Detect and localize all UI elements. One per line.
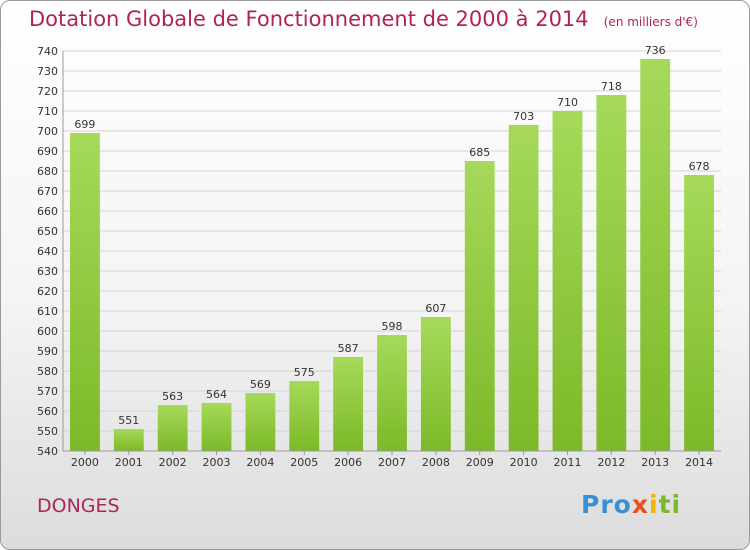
bar-2004 [245,393,276,451]
y-tick-label: 550 [37,425,58,438]
bar-2005 [289,381,320,451]
y-tick-label: 630 [37,265,58,278]
bar-2000 [70,133,100,451]
x-tick-label-2007: 2007 [378,456,406,469]
y-tick-label: 540 [37,445,58,458]
title-row: Dotation Globale de Fonctionnement de 20… [29,7,698,31]
bar-2007 [377,335,407,451]
y-tick-label: 730 [37,65,58,78]
y-tick-label: 570 [37,385,58,398]
bar-2012 [596,95,627,451]
value-label-2008: 607 [425,302,446,315]
y-tick-label: 580 [37,365,58,378]
value-label-2003: 564 [206,388,227,401]
bar-2008 [420,317,451,451]
chart-subtitle: (en milliers d'€) [603,15,698,29]
value-label-2005: 575 [294,366,315,379]
y-tick-label: 680 [37,165,58,178]
x-tick-label-2002: 2002 [159,456,187,469]
bars: 699 551 563 564 569 575 587 598 607 685 703 710 718 7… [70,44,714,451]
bar-2002 [157,405,188,451]
axes: 540 550 560 570 580 590 600 610 620 630 640 650 660 6… [37,45,721,469]
x-tick-label-2003: 2003 [203,456,231,469]
logo-letter: o [613,490,632,519]
value-label-2007: 598 [382,320,403,333]
y-tick-label: 620 [37,285,58,298]
x-tick-label-2000: 2000 [71,456,99,469]
y-tick-label: 640 [37,245,58,258]
value-label-2004: 569 [250,378,271,391]
y-tick-label: 720 [37,85,58,98]
bar-2003 [201,403,232,451]
bar-2010 [508,125,539,451]
logo-letter: i [671,490,682,519]
x-tick-label-2011: 2011 [553,456,581,469]
y-tick-label: 590 [37,345,58,358]
bar-2011 [552,111,583,451]
logo-letter: i [649,490,659,519]
logo-letter: r [600,490,614,519]
chart-title: Dotation Globale de Fonctionnement de 20… [29,7,589,31]
x-tick-label-2005: 2005 [290,456,318,469]
bar-2009 [464,161,495,451]
y-tick-label: 740 [37,45,58,58]
value-label-2012: 718 [601,80,622,93]
x-tick-label-2010: 2010 [510,456,538,469]
y-tick-label: 610 [37,305,58,318]
bar-2014 [684,175,714,451]
y-tick-label: 700 [37,125,58,138]
y-tick-label: 650 [37,225,58,238]
y-tick-label: 600 [37,325,58,338]
value-label-2013: 736 [645,44,666,57]
y-tick-label: 710 [37,105,58,118]
logo-letter: t [658,490,672,519]
value-label-2009: 685 [469,146,490,159]
proxiti-logo[interactable]: Proxiti [581,490,681,519]
x-tick-label-2004: 2004 [246,456,274,469]
x-tick-label-2006: 2006 [334,456,362,469]
value-label-2001: 551 [118,414,139,427]
value-label-2006: 587 [338,342,359,355]
value-label-2010: 703 [513,110,534,123]
x-tick-label-2001: 2001 [115,456,143,469]
bar-2013 [640,59,671,451]
x-tick-label-2012: 2012 [597,456,625,469]
y-tick-label: 660 [37,205,58,218]
value-label-2002: 563 [162,390,183,403]
bar-2001 [113,429,144,451]
logo-letter: x [631,490,649,519]
x-tick-label-2013: 2013 [641,456,669,469]
x-tick-label-2009: 2009 [466,456,494,469]
x-tick-label-2008: 2008 [422,456,450,469]
x-tick-label-2014: 2014 [685,456,713,469]
y-tick-label: 560 [37,405,58,418]
value-label-2014: 678 [689,160,710,173]
commune-name: DONGES [37,495,120,517]
y-tick-label: 670 [37,185,58,198]
value-label-2000: 699 [74,118,95,131]
y-tick-label: 690 [37,145,58,158]
value-label-2011: 710 [557,96,578,109]
logo-letter: P [581,490,601,519]
bar-2006 [333,357,364,451]
